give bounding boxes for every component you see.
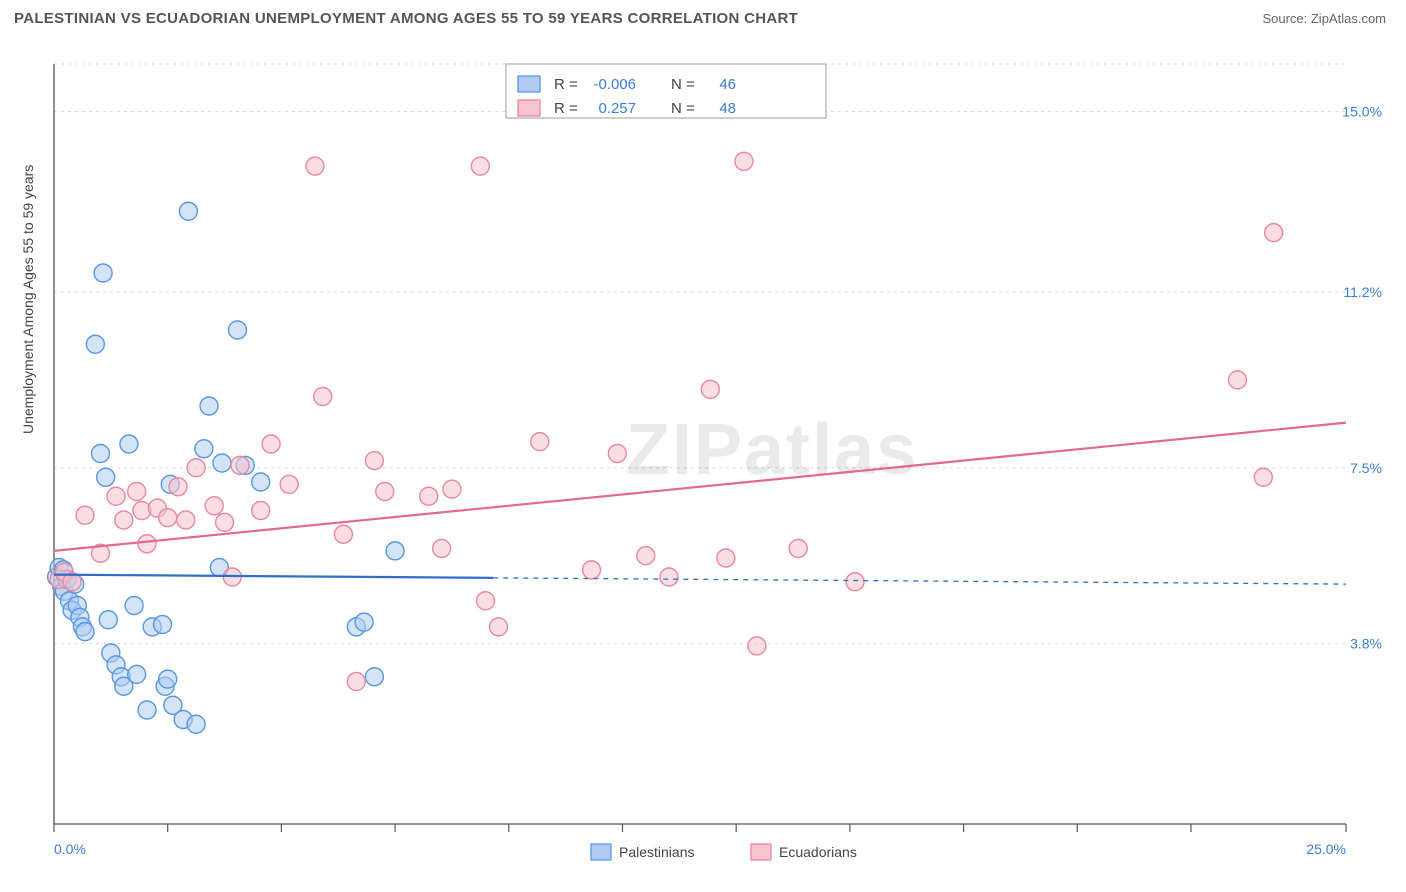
data-point	[252, 473, 270, 491]
data-point	[138, 701, 156, 719]
data-point	[355, 613, 373, 631]
data-point	[138, 535, 156, 553]
data-point	[717, 549, 735, 567]
chart-container: Unemployment Among Ages 55 to 59 years 0…	[38, 44, 1388, 864]
data-point	[252, 502, 270, 520]
data-point	[735, 152, 753, 170]
data-point	[115, 511, 133, 529]
data-point	[179, 202, 197, 220]
data-point	[1265, 224, 1283, 242]
data-point	[200, 397, 218, 415]
legend-swatch	[751, 844, 771, 860]
y-tick-label: 7.5%	[1350, 460, 1382, 476]
watermark: ZIPatlas	[626, 410, 918, 490]
legend-stat: 46	[719, 76, 736, 93]
legend-stat: N =	[671, 100, 695, 117]
data-point	[334, 525, 352, 543]
data-point	[187, 459, 205, 477]
data-point	[228, 321, 246, 339]
data-point	[376, 483, 394, 501]
y-axis-label: Unemployment Among Ages 55 to 59 years	[20, 165, 36, 434]
x-tick-label: 25.0%	[1306, 841, 1346, 857]
data-point	[280, 475, 298, 493]
data-point	[701, 380, 719, 398]
data-point	[365, 452, 383, 470]
data-point	[187, 715, 205, 733]
data-point	[477, 592, 495, 610]
legend-stat: N =	[671, 76, 695, 93]
legend-stat: 0.257	[598, 100, 636, 117]
data-point	[420, 487, 438, 505]
legend-swatch	[518, 76, 540, 92]
legend-label: Palestinians	[619, 844, 695, 860]
data-point	[99, 611, 117, 629]
data-point	[94, 264, 112, 282]
source-attribution: Source: ZipAtlas.com	[1262, 11, 1386, 26]
data-point	[443, 480, 461, 498]
data-point	[489, 618, 507, 636]
legend-label: Ecuadorians	[779, 844, 857, 860]
chart-title: PALESTINIAN VS ECUADORIAN UNEMPLOYMENT A…	[14, 10, 798, 27]
data-point	[107, 487, 125, 505]
data-point	[1254, 468, 1272, 486]
y-tick-label: 15.0%	[1342, 104, 1382, 120]
data-point	[846, 573, 864, 591]
data-point	[120, 435, 138, 453]
legend-stat: R =	[554, 100, 578, 117]
legend-stat: -0.006	[593, 76, 636, 93]
data-point	[262, 435, 280, 453]
data-point	[306, 157, 324, 175]
y-tick-label: 3.8%	[1350, 636, 1382, 652]
legend-stat: 48	[719, 100, 736, 117]
data-point	[128, 483, 146, 501]
data-point	[128, 665, 146, 683]
data-point	[86, 335, 104, 353]
data-point	[154, 616, 172, 634]
data-point	[637, 547, 655, 565]
scatter-plot: 0.0% 25.0% 3.8% 7.5% 11.2% 15.0% ZIPatlas R = -0…	[46, 44, 1386, 864]
y-tick-label: 11.2%	[1343, 284, 1382, 300]
data-point	[608, 445, 626, 463]
data-point	[97, 468, 115, 486]
data-point	[433, 540, 451, 558]
data-point	[159, 509, 177, 527]
data-point	[748, 637, 766, 655]
data-point	[169, 478, 187, 496]
data-point	[471, 157, 489, 175]
data-point	[125, 597, 143, 615]
data-point	[231, 456, 249, 474]
data-point	[582, 561, 600, 579]
data-point	[205, 497, 223, 515]
legend-swatch	[591, 844, 611, 860]
x-tick-label: 0.0%	[54, 841, 86, 857]
data-point	[531, 433, 549, 451]
data-point	[789, 540, 807, 558]
data-point	[1228, 371, 1246, 389]
legend-swatch	[518, 100, 540, 116]
data-point	[76, 506, 94, 524]
data-point	[660, 568, 678, 586]
data-point	[213, 454, 231, 472]
data-point	[216, 513, 234, 531]
data-point	[76, 623, 94, 641]
trend-line	[54, 575, 493, 578]
trend-line-dashed	[493, 578, 1346, 584]
data-point	[386, 542, 404, 560]
data-point	[347, 673, 365, 691]
legend-stat: R =	[554, 76, 578, 93]
data-point	[92, 445, 110, 463]
data-point	[159, 670, 177, 688]
data-point	[314, 388, 332, 406]
data-point	[195, 440, 213, 458]
data-point	[177, 511, 195, 529]
data-point	[365, 668, 383, 686]
